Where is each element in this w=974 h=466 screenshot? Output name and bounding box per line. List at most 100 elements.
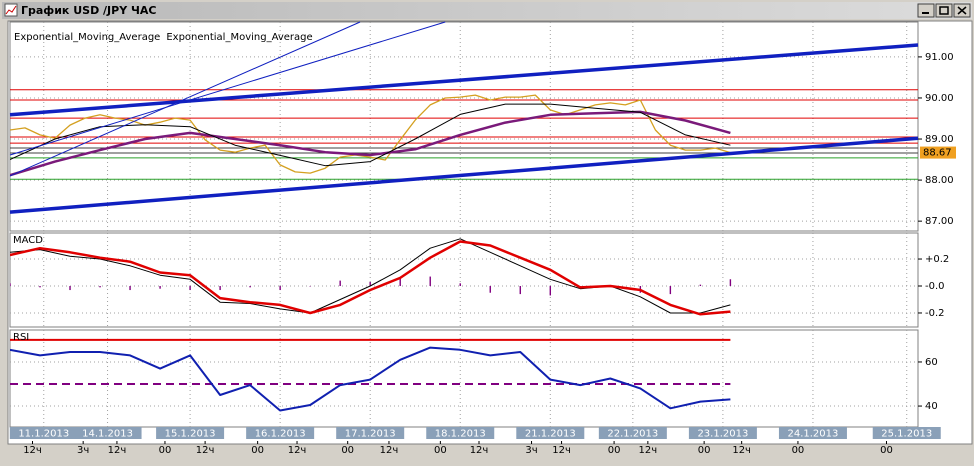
date-label-box xyxy=(426,427,495,439)
hour-label: 12ч xyxy=(380,445,399,456)
histogram-bar xyxy=(129,286,131,291)
y-tick-label: 87.00 xyxy=(925,216,954,227)
y-tick-label: +0.2 xyxy=(925,254,949,265)
plot-area xyxy=(10,233,918,327)
trend-line xyxy=(9,43,919,117)
window-title: График USD /JPY ЧАС xyxy=(21,4,156,17)
histogram-bar xyxy=(249,286,251,288)
legend-entry: Exponential_Moving_Average xyxy=(166,32,312,43)
date-label-box xyxy=(156,427,225,439)
date-label: 11.1.2013 xyxy=(18,429,69,440)
hour-label: 12ч xyxy=(108,445,127,456)
histogram-bar xyxy=(219,286,221,291)
date-label: 17.1.2013 xyxy=(345,429,396,440)
hour-label: 12ч xyxy=(288,445,307,456)
y-tick-label: 90.00 xyxy=(925,93,954,104)
date-label: 23.1.2013 xyxy=(697,429,748,440)
y-tick-label: 91.00 xyxy=(925,52,954,63)
hour-label: 00 xyxy=(434,445,447,456)
date-label: 25.1.2013 xyxy=(881,429,932,440)
hour-label: 00 xyxy=(159,445,172,456)
hour-label: 00 xyxy=(341,445,354,456)
hour-label: 12ч xyxy=(23,445,42,456)
date-label: 22.1.2013 xyxy=(607,429,658,440)
panel xyxy=(9,329,919,428)
date-label-box xyxy=(778,427,847,439)
histogram-bar xyxy=(369,281,371,287)
date-label: 21.1.2013 xyxy=(525,429,576,440)
date-label: 14.1.2013 xyxy=(82,429,133,440)
panel-title: MACD xyxy=(13,235,43,246)
hour-label: 12ч xyxy=(196,445,215,456)
trend-line xyxy=(9,21,361,177)
hour-label: 00 xyxy=(251,445,264,456)
y-tick-label: -0.2 xyxy=(925,308,945,319)
histogram-bar xyxy=(339,280,341,287)
histogram-bar xyxy=(549,286,551,296)
y-tick-label: 60 xyxy=(925,357,938,368)
histogram-bar xyxy=(69,286,71,291)
hour-label: 12ч xyxy=(639,445,658,456)
panel-title: RSI xyxy=(13,332,29,343)
histogram-bar xyxy=(399,277,401,287)
minimize-button[interactable] xyxy=(917,3,935,18)
trend-line xyxy=(9,21,446,156)
date-label-box xyxy=(9,427,78,439)
date-label-box xyxy=(516,427,585,439)
date-label-box xyxy=(336,427,405,439)
panel xyxy=(9,232,919,328)
maximize-button[interactable] xyxy=(935,3,953,18)
y-tick-label: 88.00 xyxy=(925,175,954,186)
histogram-bar xyxy=(159,286,161,289)
histogram-bar xyxy=(459,283,461,287)
hour-label: 3ч xyxy=(77,445,89,456)
window-buttons[interactable] xyxy=(917,3,971,18)
date-label: 24.1.2013 xyxy=(787,429,838,440)
series-line xyxy=(10,240,731,316)
histogram-bar xyxy=(729,279,732,287)
last-value-box xyxy=(920,146,956,159)
hour-label: 00 xyxy=(792,445,805,456)
maximize-glyph xyxy=(939,6,949,15)
y-tick-label: 40 xyxy=(925,401,938,412)
last-value-label: 88.67 xyxy=(923,148,952,159)
histogram-bar xyxy=(189,286,191,291)
histogram-bar xyxy=(309,286,311,287)
hour-label: 12ч xyxy=(552,445,571,456)
histogram-bar xyxy=(279,286,281,291)
histogram-bar xyxy=(429,276,431,287)
window-icon-glyph xyxy=(5,5,17,15)
histogram-bar xyxy=(489,286,491,293)
date-label-box xyxy=(73,427,142,439)
series-line xyxy=(10,110,731,177)
close-glyph xyxy=(957,6,967,15)
histogram-bar xyxy=(10,283,11,287)
trend-line xyxy=(9,136,919,214)
histogram-bar xyxy=(699,284,702,287)
hour-label: 00 xyxy=(698,445,711,456)
hour-label: 3ч xyxy=(525,445,537,456)
y-tick-label: 89.00 xyxy=(925,134,954,145)
date-label-box xyxy=(598,427,667,439)
legend-entry: Exponential_Moving_Average xyxy=(14,32,160,43)
histogram-bar xyxy=(669,286,672,295)
title-bar xyxy=(2,2,972,19)
series-line xyxy=(10,94,731,174)
date-label-box xyxy=(688,427,757,439)
series-line xyxy=(10,346,731,412)
date-label: 16.1.2013 xyxy=(255,429,306,440)
histogram-bar xyxy=(99,286,101,288)
hour-label: 12ч xyxy=(732,445,751,456)
plot-area xyxy=(10,330,918,427)
hour-label: 00 xyxy=(608,445,621,456)
hour-label: 00 xyxy=(880,445,893,456)
hour-label: 12ч xyxy=(470,445,489,456)
histogram-bar xyxy=(39,286,41,288)
y-tick-label: -0.0 xyxy=(925,281,945,292)
date-label: 15.1.2013 xyxy=(165,429,216,440)
histogram-bar xyxy=(519,286,521,295)
window-icon xyxy=(4,3,18,17)
date-label-box xyxy=(246,427,315,439)
